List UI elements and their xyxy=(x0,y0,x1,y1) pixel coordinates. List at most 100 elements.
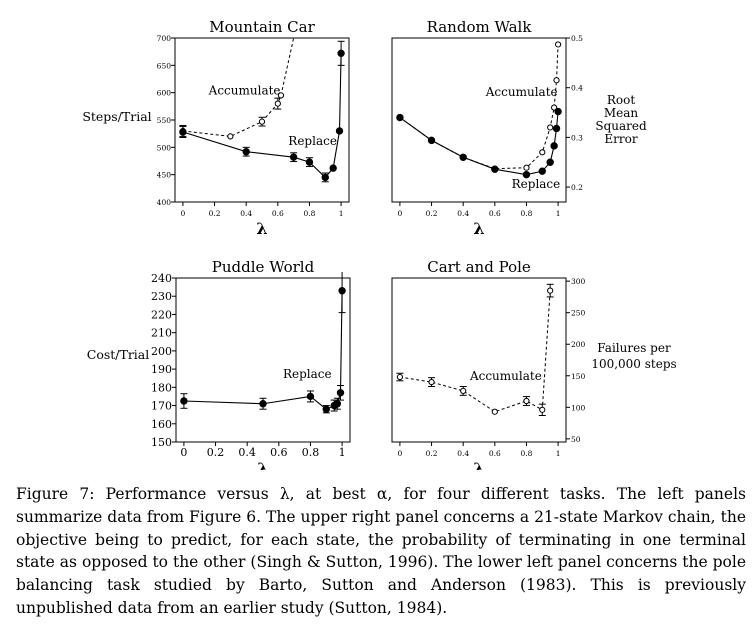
y-axis-label-line: Root xyxy=(607,93,635,107)
data-point xyxy=(553,77,560,84)
chart-title: Mountain Car xyxy=(209,18,315,36)
panel-cart-and-pole: Cart and Pole 0 0.2 0.4 0.6 0.8 1 λ 50 100 150 200 2… xyxy=(391,258,677,470)
y-tick-label: 200 xyxy=(151,345,172,358)
data-point xyxy=(227,133,234,140)
x-tick-label: 0.8 xyxy=(303,209,315,218)
data-point xyxy=(329,164,337,172)
plot-frame xyxy=(391,37,567,203)
x-tick-label: 0.6 xyxy=(270,446,288,459)
y-tick-label: 0.4 xyxy=(571,84,583,93)
series-annotation: Accumulate xyxy=(485,85,558,99)
y-tick-label: 550 xyxy=(157,116,172,125)
series-annotation: Accumulate xyxy=(208,83,281,97)
y-tick-label: 400 xyxy=(157,198,172,207)
y-axis-label: Steps/Trial xyxy=(82,109,151,124)
data-point xyxy=(427,136,436,145)
y-tick-label: 210 xyxy=(151,327,172,340)
series-line xyxy=(399,290,551,413)
data-point xyxy=(552,124,561,133)
y-axis-label-line: 100,000 steps xyxy=(591,357,676,371)
x-tick-label: 0.2 xyxy=(426,449,438,458)
chart-title: Cart and Pole xyxy=(427,258,531,276)
series-line xyxy=(399,44,559,170)
data-point xyxy=(554,107,562,116)
data-point xyxy=(550,142,558,150)
y-tick-label: 170 xyxy=(151,400,172,413)
y-tick-label: 250 xyxy=(571,309,586,318)
data-point xyxy=(333,400,342,408)
series-annotation: Replace xyxy=(288,134,337,148)
data-point xyxy=(428,378,435,386)
x-tick-label: 0.8 xyxy=(520,209,532,218)
y-tick-label: 230 xyxy=(151,290,172,303)
y-tick-label: 150 xyxy=(151,436,172,449)
panel-mountain-car: Mountain Car 0 0.2 0.4 0.6 0.8 1 λ 400 450 500 550 6… xyxy=(82,18,350,238)
x-tick-label: 0.8 xyxy=(520,449,532,458)
x-tick-label: 0.2 xyxy=(209,209,221,218)
x-tick-label: 0.2 xyxy=(426,209,438,218)
x-tick-label: 0 xyxy=(180,446,187,459)
x-tick-label: 0.6 xyxy=(489,209,501,218)
y-tick-label: 200 xyxy=(571,340,586,349)
series-line xyxy=(182,53,342,179)
plot-frame xyxy=(391,277,567,443)
series-annotation: Accumulate xyxy=(469,369,542,383)
x-tick-label: 1 xyxy=(339,209,344,218)
y-tick-label: 500 xyxy=(157,143,172,152)
y-tick-label: 150 xyxy=(571,372,586,381)
y-axis-label-line: Mean xyxy=(604,106,639,120)
series-accumulate xyxy=(396,41,562,172)
y-tick-label: 100 xyxy=(571,403,586,412)
plot-frame xyxy=(175,277,351,443)
data-point xyxy=(335,127,344,135)
y-axis-label: Failures per 100,000 steps xyxy=(591,341,676,371)
data-point xyxy=(523,397,530,405)
data-point xyxy=(459,153,467,161)
data-point xyxy=(322,405,330,413)
x-axis-label: λ xyxy=(256,219,267,238)
data-point xyxy=(554,41,562,48)
data-point xyxy=(522,170,531,179)
series-accumulate xyxy=(396,283,554,417)
data-point xyxy=(491,165,499,173)
y-tick-label: 240 xyxy=(151,272,172,285)
y-tick-label: 700 xyxy=(157,34,172,43)
y-axis-label-line: Error xyxy=(604,132,637,146)
series-replace xyxy=(396,107,562,179)
series-replace xyxy=(179,40,345,183)
data-point xyxy=(179,128,187,136)
x-axis-label: λ xyxy=(257,459,268,470)
x-tick-label: 0 xyxy=(398,209,403,218)
y-tick-label: 50 xyxy=(571,435,581,444)
y-tick-label: 180 xyxy=(151,381,172,394)
y-tick-label: 0.2 xyxy=(571,183,583,192)
y-axis-label: Root Mean Squared Error xyxy=(595,93,647,146)
data-point xyxy=(547,124,554,131)
y-tick-label: 650 xyxy=(157,61,172,70)
x-tick-label: 0.8 xyxy=(302,446,320,459)
y-axis-label-line: Squared xyxy=(595,119,647,133)
x-tick-label: 0 xyxy=(398,449,403,458)
y-tick-label: 0.5 xyxy=(571,34,583,43)
x-tick-label: 0.4 xyxy=(457,209,469,218)
data-point xyxy=(336,389,345,397)
x-tick-label: 0.2 xyxy=(207,446,225,459)
data-point xyxy=(277,92,285,99)
data-point xyxy=(551,104,558,111)
data-point xyxy=(539,406,546,413)
x-tick-label: 1 xyxy=(339,446,346,459)
data-point xyxy=(289,153,298,161)
data-point xyxy=(274,100,281,107)
data-point xyxy=(337,49,345,58)
y-tick-label: 0.3 xyxy=(571,133,583,142)
y-tick-label: 450 xyxy=(157,171,172,180)
data-point xyxy=(305,158,314,166)
data-point xyxy=(321,173,329,182)
x-tick-label: 0.6 xyxy=(489,449,501,458)
y-tick-label: 190 xyxy=(151,363,172,376)
data-point xyxy=(539,149,546,156)
data-point xyxy=(491,408,498,415)
data-point xyxy=(259,400,267,408)
x-tick-label: 1 xyxy=(556,209,561,218)
